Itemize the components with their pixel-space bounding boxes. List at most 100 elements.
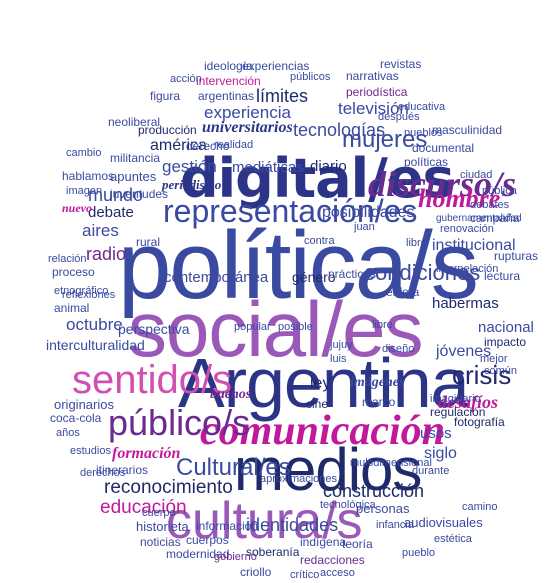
word-masculinidad: masculinidad bbox=[432, 123, 503, 137]
word-ideologia: ideología bbox=[204, 59, 253, 73]
word-derecho: derecho bbox=[186, 139, 230, 153]
word-limites: límites bbox=[256, 86, 309, 106]
word-fotografia: fotografía bbox=[454, 415, 505, 429]
word-originarios: originarios bbox=[54, 397, 114, 412]
word-nacional: nacional bbox=[478, 319, 534, 336]
word-formacion: formación bbox=[112, 445, 181, 462]
word-gestion: gestión bbox=[162, 157, 217, 176]
word-publico: público/s bbox=[108, 402, 251, 443]
word-experiencia: experiencia bbox=[204, 103, 291, 122]
word-experiencias: experiencias bbox=[242, 59, 310, 73]
word-accion: acción bbox=[170, 73, 202, 85]
word-medios: medios bbox=[234, 436, 422, 503]
word-universitarios: universitarios bbox=[202, 119, 293, 136]
word-revistas: revistas bbox=[380, 57, 422, 71]
word-siglo: siglo bbox=[424, 445, 457, 462]
word-documental: documental bbox=[412, 141, 475, 155]
word-intervencion: intervención bbox=[196, 74, 261, 88]
word-renovacion: renovación bbox=[440, 223, 494, 235]
word-posible: posible bbox=[278, 321, 313, 333]
word-interpelacion: interpelación bbox=[436, 263, 499, 275]
word-imaginario: imaginario bbox=[430, 393, 481, 405]
word-estetica: estética bbox=[434, 533, 472, 545]
word-pueblo: pueblo bbox=[402, 547, 436, 559]
word-aproximaciones: aproximaciones bbox=[260, 473, 338, 485]
word-soberania: soberanía bbox=[246, 545, 300, 559]
word-cine: cine bbox=[306, 397, 329, 411]
word-discurso: discurso/s bbox=[368, 164, 517, 204]
word-campana: campaña bbox=[470, 211, 520, 225]
word-diario: diario bbox=[310, 158, 347, 175]
word-gobierno: gobierno bbox=[214, 551, 257, 563]
word-ciudad: ciudad bbox=[460, 169, 493, 181]
word-derechos: derechos bbox=[80, 467, 126, 479]
word-diseno: diseño bbox=[382, 343, 415, 355]
word-criollo: criollo bbox=[240, 565, 272, 579]
word-politicas: políticas bbox=[404, 155, 449, 169]
word-critico: crítico bbox=[290, 569, 320, 581]
word-despues: después bbox=[378, 111, 420, 123]
word-construccion: construcción bbox=[323, 481, 425, 501]
word-estudios: estudios bbox=[70, 445, 111, 457]
word-identidades: identidades bbox=[246, 515, 339, 535]
word-usos: usos bbox=[420, 425, 452, 442]
word-apuntes: apuntes bbox=[110, 169, 157, 184]
word-libro: libro bbox=[406, 237, 427, 249]
word-narrativas: narrativas bbox=[346, 69, 399, 83]
word-itinerarios: itinerarios bbox=[96, 463, 149, 477]
word-hablamos: hablamos bbox=[62, 169, 115, 183]
word-debate: debate bbox=[88, 204, 134, 221]
word-infancia: infancia bbox=[376, 519, 414, 531]
word-militancia: militancia bbox=[110, 151, 161, 165]
word-imagen: imagen bbox=[66, 185, 103, 197]
word-genero: género bbox=[292, 269, 336, 285]
word-luis: luis bbox=[330, 353, 347, 365]
word-social: social/es bbox=[128, 285, 423, 373]
word-popular: popular bbox=[234, 321, 271, 333]
word-noticias: noticias bbox=[140, 535, 181, 549]
word-reconocimiento: reconocimiento bbox=[104, 477, 233, 498]
word-modernidad: modernidad bbox=[166, 547, 230, 561]
word-educativa: educativa bbox=[398, 101, 446, 113]
word-juventudes: juventudes bbox=[110, 187, 169, 201]
word-anos: años bbox=[56, 427, 80, 439]
word-relacion: relación bbox=[48, 253, 87, 265]
word-cultura: cultura/s bbox=[166, 492, 363, 550]
word-animal: animal bbox=[54, 301, 90, 315]
word-nuevo: nuevo bbox=[62, 201, 92, 215]
word-buenos: buenos bbox=[210, 387, 252, 402]
word-argentina: Argentina bbox=[178, 344, 470, 422]
word-comunicacion: comunicación bbox=[200, 408, 446, 454]
word-mundo: mundo bbox=[88, 185, 144, 205]
word-personas: personas bbox=[356, 501, 410, 516]
word-cuerpos: cuerpos bbox=[186, 533, 229, 547]
word-esfera: esfera bbox=[386, 285, 420, 299]
word-mejor: mejor bbox=[480, 353, 508, 365]
word-condiciones: condiciones bbox=[364, 260, 481, 285]
word-etnografico: etnográfico bbox=[54, 285, 109, 297]
word-durante: durante bbox=[412, 465, 450, 477]
word-periodistica: periodística bbox=[346, 85, 408, 99]
word-mediaticas: mediáticas bbox=[232, 159, 304, 176]
word-radio: radio bbox=[86, 244, 127, 264]
word-contemporanea: contemporánea bbox=[164, 269, 269, 286]
word-television: televisión bbox=[338, 99, 409, 118]
word-octubre: octubre bbox=[66, 315, 123, 334]
word-figura: figura bbox=[150, 89, 181, 103]
word-imagenes: imágenes bbox=[350, 375, 405, 390]
word-contra: contra bbox=[304, 235, 335, 247]
word-sentido: sentido/s bbox=[72, 358, 233, 402]
word-rural: rural bbox=[136, 235, 161, 249]
word-impacto: impacto bbox=[484, 335, 527, 349]
word-cultural: Cultural/es bbox=[176, 454, 291, 481]
word-historieta: historieta bbox=[136, 519, 189, 534]
word-indigena: indígena bbox=[300, 535, 347, 549]
word-juan: juan bbox=[354, 221, 375, 233]
word-hombre: hombre bbox=[418, 184, 501, 213]
word-interculturalidad: interculturalidad bbox=[46, 337, 145, 353]
word-lectura: lectura bbox=[484, 269, 521, 283]
word-informacion: información bbox=[196, 519, 259, 533]
word-proceso: proceso bbox=[52, 265, 95, 279]
word-periodismo: periodismo bbox=[162, 177, 222, 192]
word-posibilidades: posibilidades bbox=[322, 204, 415, 221]
